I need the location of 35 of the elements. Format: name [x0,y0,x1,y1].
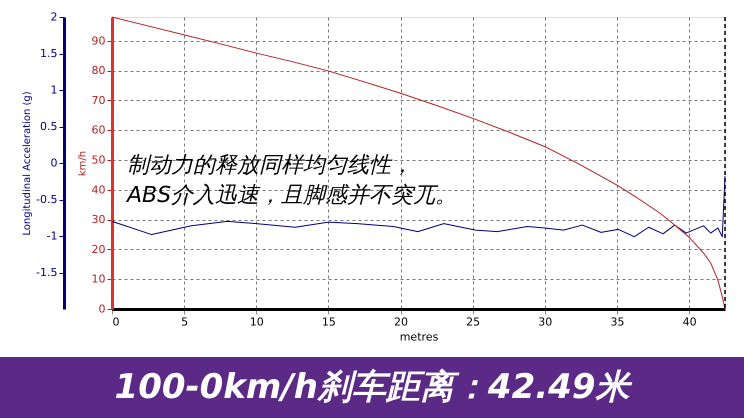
y2-tick-label: 70 [92,94,106,107]
y-tick-label: -0.5 [36,193,58,206]
x-tick-label: 30 [538,316,552,328]
y2-tick-label: 20 [92,242,106,256]
y2-tick-label: 80 [92,64,106,78]
text: 100-0km/h刹车距离：42.49米 [114,367,632,407]
y2-tick-label: 40 [92,183,106,196]
y2-axis-title: km/h [78,150,89,176]
line-series [112,176,726,238]
annotation: 制动力的释放同样均匀线性， [127,153,413,178]
y2-tick-label: 90 [92,34,106,48]
y-tick-label: 0 [50,156,58,170]
x-tick-label: 5 [181,316,188,328]
y-tick-label: 1.5 [40,47,58,60]
line-series [112,16,726,310]
y2-tick-label: 50 [92,154,106,167]
y-tick-label: 1 [50,84,58,96]
x-axis-title: metres [400,330,439,344]
x-tick-label: 10 [250,316,264,328]
y2-tick-label: 60 [92,124,106,137]
x-tick-label: 15 [322,316,336,328]
y-tick-label: -1.5 [36,266,58,279]
y2-tick-label: 10 [92,272,106,286]
x-tick-label: 0 [112,316,120,328]
y2-tick-label: 0 [98,302,106,316]
y-axis-title: Longitudinal Acceleration (g) [22,91,34,236]
y-tick-label: 0.5 [40,120,58,133]
y-tick-label: -1 [46,230,58,242]
x-tick-label: 35 [610,316,624,328]
y2-tick-label: 30 [92,213,106,226]
y-tick-label: 2 [50,10,58,24]
x-tick-label: 40 [682,316,697,328]
x-tick-label: 20 [394,316,408,328]
x-tick-label: 25 [466,316,480,328]
annotation: ABS介入迅速，且脚感并不突兀。 [125,183,458,208]
